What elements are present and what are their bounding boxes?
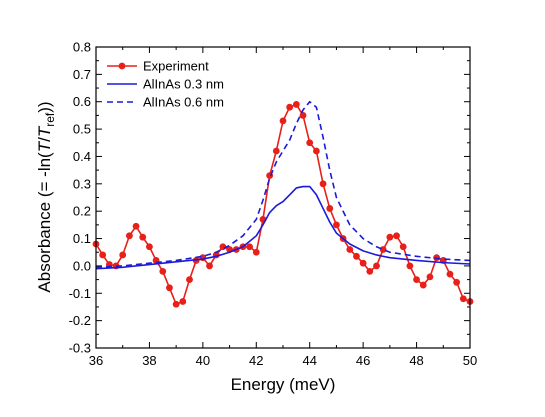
y-axis-label-suffix: )) bbox=[35, 101, 54, 112]
x-tick-label: 46 bbox=[356, 353, 370, 368]
x-tick-label: 38 bbox=[142, 353, 156, 368]
y-tick-label: 0.3 bbox=[73, 176, 91, 191]
y-axis-label-slash: / bbox=[35, 137, 54, 142]
x-tick-label: 36 bbox=[89, 353, 103, 368]
data-point bbox=[179, 298, 187, 305]
data-point bbox=[379, 246, 387, 253]
data-point bbox=[186, 276, 193, 283]
data-point bbox=[139, 233, 147, 241]
data-point bbox=[393, 232, 400, 240]
y-tick-label: 0.7 bbox=[73, 67, 91, 82]
data-point bbox=[125, 232, 133, 240]
x-tick-label: 48 bbox=[409, 353, 423, 368]
data-point bbox=[459, 295, 467, 303]
data-point bbox=[272, 147, 280, 155]
series-line-2 bbox=[95, 100, 471, 269]
data-point bbox=[326, 205, 334, 212]
data-point bbox=[419, 281, 427, 289]
data-point bbox=[246, 243, 254, 251]
legend-label-0: Experiment bbox=[143, 59, 209, 74]
data-point bbox=[119, 251, 127, 259]
data-point bbox=[426, 273, 434, 281]
data-point bbox=[333, 221, 340, 229]
y-tick-label: 0.2 bbox=[73, 204, 91, 219]
y-tick-label: 0.8 bbox=[73, 40, 91, 55]
data-point bbox=[306, 139, 314, 147]
x-tick-label: 40 bbox=[196, 353, 210, 368]
axes-layer: 36 38 40 42 44 46 48 50 -0.3 -0.2 -0.1 0.0 0.1 0.2 0.3… bbox=[69, 40, 478, 369]
data-point bbox=[312, 147, 320, 155]
x-axis-label: Energy (meV) bbox=[231, 375, 336, 394]
data-point bbox=[299, 112, 307, 119]
x-tick-label: 44 bbox=[302, 353, 316, 368]
data-point bbox=[252, 248, 260, 256]
y-axis-label-prefix: Absorbance (= -ln( bbox=[35, 152, 54, 293]
y-axis-label: Absorbance (= -ln(T/Tref)) bbox=[35, 101, 57, 292]
legend-marker bbox=[118, 62, 126, 70]
y-axis-label-ref-subscript: ref bbox=[43, 112, 57, 127]
data-point bbox=[279, 117, 287, 125]
data-point bbox=[373, 262, 380, 270]
data-point bbox=[399, 243, 407, 251]
y-tick-label: 0.6 bbox=[73, 94, 91, 109]
data-point bbox=[359, 259, 367, 267]
data-point bbox=[366, 267, 374, 275]
y-axis-label-t-ref: T bbox=[35, 125, 54, 137]
series-line-1 bbox=[95, 185, 471, 270]
y-tick-label: 0.4 bbox=[73, 149, 91, 164]
data-point bbox=[132, 222, 140, 230]
data-point bbox=[206, 262, 213, 270]
data-point bbox=[146, 243, 153, 251]
y-tick-label: -0.1 bbox=[69, 286, 91, 301]
y-tick-label: 0.1 bbox=[73, 231, 91, 246]
data-point bbox=[286, 103, 294, 111]
data-point bbox=[292, 101, 300, 108]
y-tick-label: -0.2 bbox=[69, 313, 91, 328]
legend: Experiment AlInAs 0.3 nm AlInAs 0.6 nm bbox=[107, 59, 224, 110]
data-point bbox=[353, 252, 360, 260]
data-point bbox=[346, 246, 354, 253]
y-tick-label: 0.0 bbox=[73, 258, 91, 273]
data-point bbox=[166, 284, 173, 292]
data-point bbox=[446, 270, 454, 278]
data-point bbox=[99, 251, 107, 259]
x-tick-label: 42 bbox=[249, 353, 263, 368]
y-axis-label-t: T bbox=[35, 140, 54, 152]
data-point bbox=[386, 233, 394, 241]
data-point bbox=[413, 276, 420, 283]
data-point bbox=[172, 300, 180, 308]
y-tick-label: 0.5 bbox=[73, 122, 91, 137]
plot-area bbox=[96, 47, 470, 348]
x-tick-label: 50 bbox=[463, 353, 477, 368]
data-point bbox=[319, 180, 327, 188]
legend-label-1: AlInAs 0.3 nm bbox=[143, 77, 224, 92]
series-layer bbox=[92, 100, 474, 308]
y-tick-label: -0.3 bbox=[69, 341, 91, 356]
legend-label-2: AlInAs 0.6 nm bbox=[143, 95, 224, 110]
data-point bbox=[159, 267, 167, 275]
data-point bbox=[453, 278, 461, 286]
data-point bbox=[406, 262, 414, 270]
